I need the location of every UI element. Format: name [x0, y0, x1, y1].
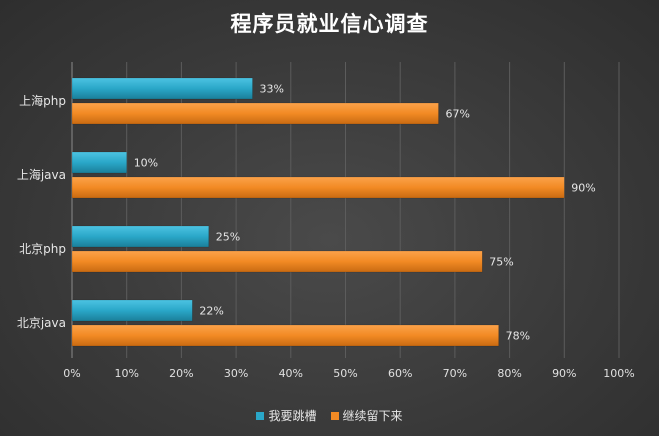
- x-tick-label: 90%: [552, 367, 576, 380]
- x-tick-label: 60%: [388, 367, 412, 380]
- bar-series2[interactable]: [71, 176, 565, 199]
- y-category-label: 北京php: [19, 242, 66, 256]
- y-category-label: 上海java: [17, 167, 66, 182]
- y-category-label: 上海php: [19, 93, 66, 108]
- bar-series1[interactable]: [71, 299, 193, 322]
- legend-swatch-blue: [256, 411, 265, 420]
- bar-series2[interactable]: [71, 324, 499, 347]
- y-category-label: 北京java: [17, 316, 66, 330]
- legend-item-series-2[interactable]: 继续留下来: [330, 407, 403, 424]
- bar-series2[interactable]: [71, 102, 439, 125]
- bar-series1[interactable]: [71, 151, 127, 174]
- bar-series1[interactable]: [71, 77, 253, 100]
- legend-swatch-orange: [330, 411, 339, 420]
- x-tick-label: 50%: [333, 367, 357, 380]
- x-tick-label: 100%: [603, 367, 634, 380]
- legend-label: 我要跳槽: [268, 409, 317, 423]
- x-tick-label: 40%: [279, 367, 303, 380]
- legend: 我要跳槽 继续留下来: [0, 407, 659, 424]
- legend-label: 继续留下来: [342, 409, 403, 423]
- data-label: 75%: [489, 256, 513, 269]
- chart-title: 程序员就业信心调查: [230, 12, 429, 36]
- data-label: 25%: [216, 231, 240, 244]
- x-tick-label: 10%: [114, 367, 138, 380]
- bar-series2[interactable]: [71, 250, 483, 273]
- data-label: 10%: [134, 157, 158, 170]
- bar-series1[interactable]: [71, 225, 209, 248]
- data-label: 90%: [571, 182, 595, 195]
- data-label: 33%: [260, 83, 284, 96]
- data-label: 78%: [506, 330, 530, 343]
- legend-item-series-1[interactable]: 我要跳槽: [256, 407, 317, 424]
- x-tick-label: 0%: [63, 367, 80, 380]
- x-tick-label: 30%: [224, 367, 248, 380]
- x-tick-label: 80%: [497, 367, 521, 380]
- x-tick-label: 20%: [169, 367, 193, 380]
- x-tick-label: 70%: [443, 367, 467, 380]
- data-label: 67%: [445, 108, 469, 121]
- data-label: 22%: [199, 305, 223, 318]
